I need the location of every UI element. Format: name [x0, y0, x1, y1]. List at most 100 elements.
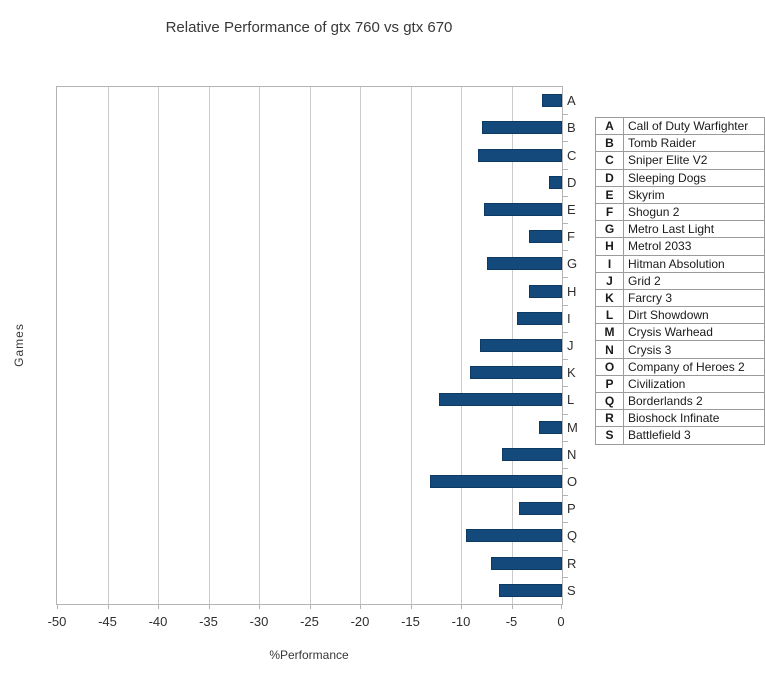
legend-row: S Battlefield 3 — [595, 426, 765, 445]
legend-row: Q Borderlands 2 — [595, 391, 765, 411]
legend-key: N — [595, 340, 624, 359]
category-label: G — [567, 256, 578, 272]
bar-A — [541, 94, 562, 108]
x-axis-tick — [158, 604, 159, 609]
legend-key: K — [595, 288, 624, 308]
bar-M — [538, 420, 562, 434]
legend-key: O — [595, 357, 624, 376]
x-axis-tick — [561, 604, 562, 609]
legend-game-name: Metro Last Light — [623, 220, 765, 239]
bar-B — [482, 121, 562, 135]
legend-key: Q — [595, 391, 624, 411]
bar-L — [438, 393, 562, 407]
bar-S — [499, 583, 562, 597]
category-label: E — [567, 201, 576, 217]
x-tick-label: -30 — [249, 614, 269, 629]
bar-Q — [466, 529, 562, 543]
legend-key: E — [595, 185, 624, 204]
legend-game-name: Shogun 2 — [623, 202, 765, 222]
y-axis-tick — [562, 195, 568, 197]
bar-N — [502, 447, 562, 461]
x-axis-tick — [309, 604, 311, 609]
y-axis-tick — [562, 141, 568, 143]
y-axis-tick — [562, 304, 568, 306]
y-axis-tick — [562, 522, 568, 524]
x-tick-label: -15 — [401, 614, 420, 629]
legend-row: C Sniper Elite V2 — [595, 151, 765, 170]
bar-J — [480, 339, 562, 352]
gridline — [208, 87, 210, 604]
gridline — [259, 87, 260, 604]
x-tick-label: 0 — [557, 614, 565, 629]
legend-row: A Call of Duty Warfighter — [595, 116, 765, 136]
y-axis-tick — [562, 386, 568, 388]
y-axis-tick — [562, 440, 568, 442]
x-tick-label: -50 — [47, 614, 67, 629]
category-label: A — [567, 93, 576, 109]
category-label: K — [567, 365, 576, 381]
bar-D — [548, 175, 562, 189]
category-label: F — [567, 229, 575, 245]
legend-key: H — [595, 237, 624, 256]
category-label: S — [567, 582, 576, 598]
x-axis-tick — [511, 604, 513, 609]
y-axis-tick — [562, 277, 568, 279]
chart-title: Relative Performance of gtx 760 vs gtx 6… — [165, 19, 453, 36]
category-label: I — [567, 310, 571, 326]
category-label: L — [567, 392, 575, 408]
bar-C — [478, 148, 562, 162]
legend-game-name: Call of Duty Warfighter — [623, 116, 765, 136]
legend-game-name: Sniper Elite V2 — [623, 151, 765, 170]
legend-row: H Metrol 2033 — [595, 237, 765, 256]
legend-row: K Farcry 3 — [595, 288, 765, 308]
y-axis-tick — [562, 331, 568, 333]
legend-key: G — [595, 220, 624, 239]
legend-key: L — [595, 306, 624, 325]
x-tick-label: -20 — [350, 614, 370, 629]
x-axis-tick — [461, 604, 462, 609]
bar-E — [484, 202, 562, 216]
bar-O — [429, 475, 562, 489]
y-axis-tick — [562, 549, 568, 551]
y-axis-tick — [562, 467, 568, 469]
legend-game-name: Battlefield 3 — [623, 426, 765, 445]
category-label: Q — [567, 528, 578, 544]
category-label: N — [567, 446, 577, 462]
category-label: C — [567, 147, 577, 163]
legend-row: L Dirt Showdown — [595, 306, 765, 325]
legend-row: J Grid 2 — [595, 271, 765, 290]
bar-F — [528, 230, 562, 244]
category-label: M — [567, 419, 578, 435]
legend-key: S — [595, 426, 624, 445]
bar-H — [528, 284, 562, 298]
legend-key: M — [595, 323, 624, 342]
legend-game-name: Civilization — [623, 374, 765, 394]
category-label: D — [567, 174, 577, 190]
legend-key: D — [595, 168, 624, 187]
gridline — [360, 87, 361, 604]
x-tick-label: -5 — [505, 614, 518, 629]
legend-game-name: Hitman Absolution — [623, 254, 765, 273]
x-axis-label: %Performance — [269, 648, 349, 662]
gridline — [158, 87, 159, 604]
legend-game-name: Tomb Raider — [623, 134, 765, 153]
legend-row: G Metro Last Light — [595, 220, 765, 239]
y-axis-tick — [562, 576, 568, 578]
gridline — [107, 87, 109, 604]
y-axis-tick — [562, 114, 568, 116]
legend-row: E Skyrim — [595, 185, 765, 204]
legend-game-name: Bioshock Infinate — [623, 409, 765, 428]
y-axis-tick — [562, 250, 568, 252]
x-axis-tick — [259, 604, 260, 609]
y-axis-tick — [562, 413, 568, 415]
legend-key: C — [595, 151, 624, 170]
gridline — [461, 87, 462, 604]
category-label: P — [567, 501, 576, 517]
category-label: O — [567, 474, 578, 490]
legend-row: D Sleeping Dogs — [595, 168, 765, 187]
x-axis-tick — [107, 604, 109, 609]
legend-table-body: A Call of Duty Warfighter B Tomb Raider C Sni… — [595, 116, 765, 445]
x-axis-tick — [57, 604, 58, 609]
legend-game-name: Company of Heroes 2 — [623, 357, 765, 376]
y-axis-tick — [562, 495, 568, 497]
